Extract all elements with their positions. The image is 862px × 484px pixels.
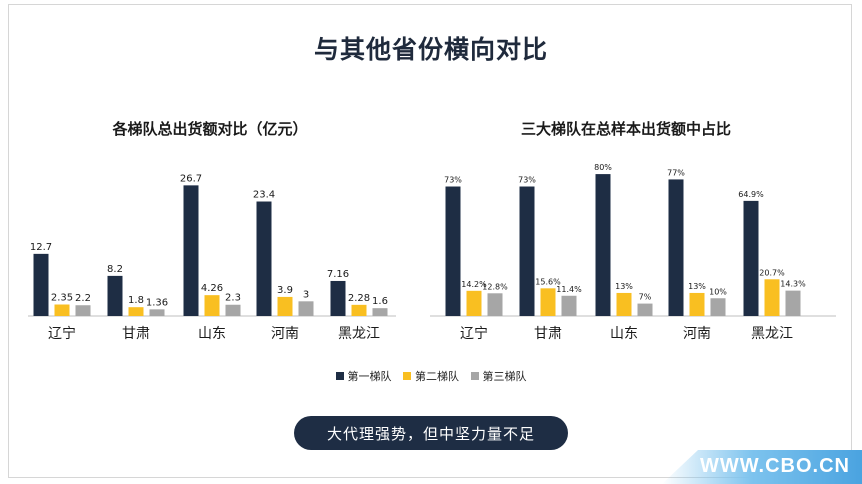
data-label-series-2-4: 3.9 xyxy=(277,285,293,296)
bar-series-2-5 xyxy=(351,304,367,316)
bar-series-2-4 xyxy=(689,292,705,316)
watermark-banner xyxy=(662,450,862,484)
bar-series-3-4 xyxy=(298,301,314,316)
chart-2-title: 三大梯队在总样本出货额中占比 xyxy=(520,120,731,138)
bar-series-3-5 xyxy=(785,290,801,316)
data-label-series-2-1: 14.2% xyxy=(461,280,487,289)
legend-item-series-3: 第三梯队 xyxy=(470,368,527,384)
data-label-series-1-4: 77% xyxy=(667,168,685,177)
data-label-series-2-1: 2.35 xyxy=(51,293,73,304)
data-label-series-2-2: 15.6% xyxy=(535,277,561,286)
legend-label-series-2: 第二梯队 xyxy=(415,370,459,383)
category-label-1: 辽宁 xyxy=(48,325,76,342)
bar-series-3-2 xyxy=(149,309,165,316)
legend: 第一梯队 第二梯队 第三梯队 xyxy=(0,368,862,384)
data-label-series-1-2: 73% xyxy=(518,176,536,185)
category-label-1: 辽宁 xyxy=(460,325,488,342)
data-label-series-1-5: 64.9% xyxy=(738,190,764,199)
bar-series-3-5 xyxy=(372,308,388,316)
data-label-series-2-2: 1.8 xyxy=(128,295,144,306)
watermark-text: WWW.CBO.CN xyxy=(700,455,850,477)
legend-item-series-1: 第一梯队 xyxy=(335,368,392,384)
category-label-3: 山东 xyxy=(610,326,638,342)
slide-border xyxy=(8,4,852,478)
legend-swatch-series-2 xyxy=(403,372,411,380)
category-label-2: 甘肃 xyxy=(534,326,562,342)
bar-series-1-3 xyxy=(183,185,199,316)
legend-item-series-2: 第二梯队 xyxy=(403,368,459,384)
bar-series-3-4 xyxy=(710,298,726,316)
data-label-series-2-3: 4.26 xyxy=(201,283,223,294)
data-label-series-1-2: 8.2 xyxy=(107,264,123,275)
legend-swatch-series-3 xyxy=(470,372,479,380)
category-label-5: 黑龙江 xyxy=(751,326,793,342)
bar-series-2-5 xyxy=(764,279,780,316)
data-label-series-3-1: 2.2 xyxy=(75,293,91,304)
data-label-series-1-5: 7.16 xyxy=(327,269,349,280)
data-label-series-1-3: 80% xyxy=(594,163,612,172)
bar-series-3-3 xyxy=(225,304,241,316)
data-label-series-2-3: 13% xyxy=(615,282,633,291)
bar-series-1-1 xyxy=(445,186,461,316)
bar-series-3-2 xyxy=(561,295,577,316)
bar-series-1-2 xyxy=(107,275,123,316)
data-label-series-3-4: 3 xyxy=(303,289,309,300)
legend-label-series-3: 第三梯队 xyxy=(482,370,527,383)
data-label-series-3-2: 11.4% xyxy=(556,285,582,294)
bar-series-1-2 xyxy=(519,186,535,316)
category-label-4: 河南 xyxy=(271,326,299,342)
bar-series-1-4 xyxy=(256,201,272,316)
data-label-series-2-5: 2.28 xyxy=(348,293,370,304)
bar-series-2-4 xyxy=(277,296,293,316)
bar-series-2-3 xyxy=(204,295,220,316)
bar-series-1-5 xyxy=(330,280,346,316)
legend-swatch-series-1 xyxy=(335,372,344,380)
slide-title: 与其他省份横向对比 xyxy=(313,35,548,64)
callout-banner: 大代理强势，但中坚力量不足 xyxy=(294,416,568,450)
data-label-series-1-1: 73% xyxy=(444,176,462,185)
data-label-series-3-5: 1.6 xyxy=(372,296,388,307)
data-label-series-3-3: 2.3 xyxy=(225,293,241,304)
bar-series-1-5 xyxy=(743,200,759,316)
bar-series-1-3 xyxy=(595,174,611,316)
data-label-series-3-4: 10% xyxy=(709,287,727,296)
data-label-series-3-3: 7% xyxy=(639,293,652,302)
category-label-4: 河南 xyxy=(683,326,711,342)
chart-1-title: 各梯队总出货额对比（亿元） xyxy=(112,120,308,138)
data-label-series-2-5: 20.7% xyxy=(759,268,785,277)
bar-series-2-2 xyxy=(540,288,556,316)
data-label-series-1-3: 26.7 xyxy=(180,173,202,184)
legend-label-series-1: 第一梯队 xyxy=(347,370,392,383)
bar-series-2-1 xyxy=(54,304,70,316)
bar-series-3-3 xyxy=(637,303,653,316)
bar-series-2-2 xyxy=(128,307,144,316)
data-label-series-3-5: 14.3% xyxy=(780,280,806,289)
data-label-series-3-1: 12.8% xyxy=(482,282,508,291)
bar-series-1-1 xyxy=(33,253,49,316)
bar-series-2-1 xyxy=(466,290,482,316)
bar-series-2-3 xyxy=(616,292,632,316)
data-label-series-2-4: 13% xyxy=(688,282,706,291)
bar-series-1-4 xyxy=(668,179,684,316)
category-label-5: 黑龙江 xyxy=(338,326,380,342)
data-label-series-1-1: 12.7 xyxy=(30,242,52,253)
category-label-2: 甘肃 xyxy=(122,326,150,342)
data-label-series-3-2: 1.36 xyxy=(146,297,168,308)
bar-series-3-1 xyxy=(75,305,91,316)
data-label-series-1-4: 23.4 xyxy=(253,190,275,201)
bar-series-3-1 xyxy=(487,293,503,316)
category-label-3: 山东 xyxy=(198,326,226,342)
